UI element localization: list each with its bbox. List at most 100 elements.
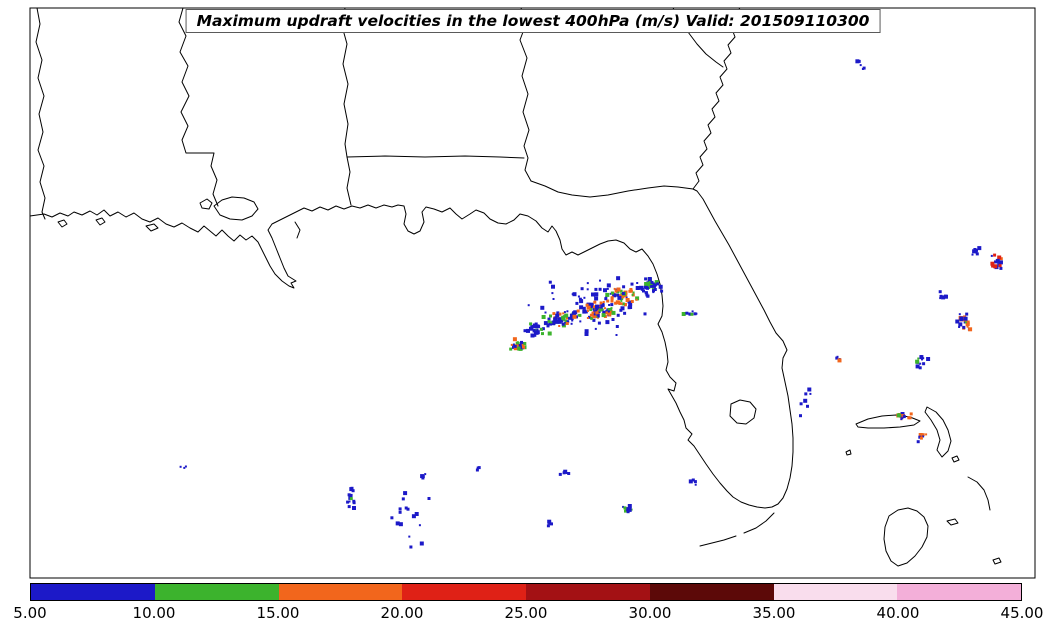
island-abaco-path	[924, 406, 952, 458]
colorbar-segment-2	[278, 584, 403, 600]
updraft-cell	[565, 315, 568, 318]
updraft-cell	[589, 303, 593, 308]
updraft-cell	[351, 489, 355, 493]
updraft-cell	[579, 320, 582, 323]
updraft-cell	[647, 277, 652, 281]
updraft-cell	[607, 308, 611, 311]
updraft-cell	[595, 313, 600, 318]
updraft-cell	[398, 522, 403, 527]
updraft-cell	[352, 501, 356, 505]
lake-pontchartrain-path	[213, 196, 259, 221]
updraft-cell	[558, 472, 562, 476]
updraft-cell	[398, 507, 402, 511]
updraft-cell	[997, 255, 1002, 260]
updraft-cell	[592, 318, 596, 322]
state-border-la-ms-path	[178, 7, 219, 207]
updraft-cell	[512, 343, 515, 346]
updraft-cell	[975, 250, 978, 253]
updraft-cell	[938, 290, 942, 294]
updraft-cell	[570, 317, 574, 321]
updraft-cell	[610, 308, 613, 311]
updraft-cell	[424, 473, 427, 476]
updraft-cell	[896, 413, 901, 418]
updraft-cell	[902, 415, 906, 419]
updraft-cell	[594, 327, 597, 330]
updraft-cell	[623, 506, 627, 510]
updraft-cell	[597, 321, 601, 325]
updraft-cell	[572, 292, 577, 297]
updraft-cell	[627, 504, 632, 508]
updraft-cell	[561, 315, 566, 320]
updraft-cell	[518, 343, 522, 347]
updraft-cell	[541, 332, 544, 336]
updraft-cell	[414, 512, 419, 516]
updraft-cell	[909, 412, 913, 416]
updraft-cell	[592, 314, 597, 319]
updraft-cell	[601, 313, 606, 318]
colorbar-segment-7	[897, 584, 1021, 600]
updraft-cell	[646, 294, 650, 298]
updraft-cell	[616, 313, 620, 317]
updraft-cell	[475, 468, 479, 472]
updraft-cell	[390, 516, 394, 520]
updraft-cell	[546, 324, 550, 328]
updraft-cell	[614, 289, 618, 293]
updraft-cell	[580, 287, 584, 291]
updraft-cell	[558, 325, 561, 327]
updraft-cell	[973, 248, 977, 251]
updraft-cell	[915, 364, 920, 369]
updraft-cell	[536, 328, 539, 331]
updraft-cell	[859, 64, 862, 67]
state-border-al-fl-path	[346, 155, 525, 159]
updraft-cell	[591, 311, 595, 315]
updraft-cell	[656, 282, 660, 286]
updraft-cell	[630, 300, 634, 303]
state-border-fl-ga-path	[530, 180, 694, 198]
updraft-cell	[572, 311, 576, 316]
updraft-cell	[395, 521, 400, 526]
updraft-cell	[975, 248, 978, 252]
updraft-cell	[693, 312, 697, 316]
updraft-cell	[628, 289, 632, 293]
updraft-cell	[919, 436, 923, 440]
updraft-cell	[599, 301, 603, 305]
updraft-cell	[403, 491, 408, 496]
updraft-cell	[550, 321, 553, 324]
updraft-cell	[346, 500, 350, 504]
updraft-cell	[615, 334, 618, 336]
updraft-cell	[965, 312, 969, 316]
updraft-cell	[509, 347, 513, 351]
updraft-cell	[607, 312, 611, 316]
updraft-cell	[643, 285, 647, 289]
updraft-cell	[578, 313, 582, 317]
updraft-cell	[691, 310, 694, 313]
island-new-providence-path	[946, 518, 959, 526]
updraft-cell	[622, 285, 626, 289]
updraft-cell	[541, 327, 545, 331]
updraft-cell	[918, 435, 922, 439]
updraft-cell	[610, 297, 614, 301]
updraft-cell	[550, 522, 553, 526]
updraft-cell	[520, 343, 524, 347]
updraft-cell	[530, 327, 534, 330]
updraft-cell	[628, 301, 633, 306]
state-border-la-tx-path	[35, 7, 46, 220]
updraft-cell	[564, 319, 567, 322]
updraft-cell	[807, 387, 812, 392]
updraft-cell	[619, 308, 623, 312]
updraft-cell	[540, 305, 545, 310]
updraft-cell	[688, 479, 693, 484]
figure-title: Maximum updraft velocities in the lowest…	[185, 9, 881, 33]
updraft-cell	[964, 321, 967, 324]
updraft-cell	[595, 311, 599, 315]
updraft-cell	[409, 545, 413, 549]
island-tiny-southeast-path	[992, 557, 1002, 565]
updraft-cell	[584, 329, 589, 334]
updraft-cell	[533, 333, 537, 337]
updraft-cell	[406, 507, 410, 511]
updraft-cell	[688, 313, 691, 316]
updraft-cell	[999, 260, 1003, 264]
updraft-cell	[837, 358, 842, 363]
